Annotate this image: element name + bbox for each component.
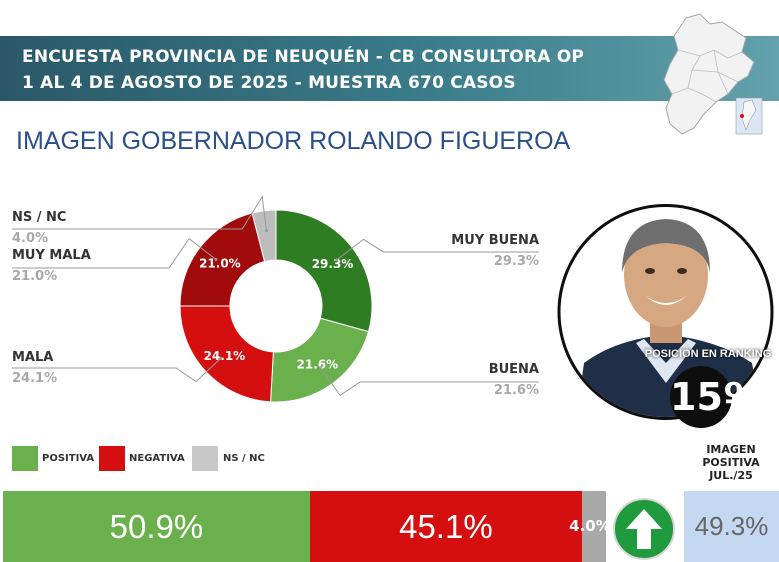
bar-label-negativa: 45.1%: [399, 508, 493, 545]
data-label-muy-buena: 29.3%: [312, 257, 354, 271]
legend-label-ns-nc: NS / NC: [223, 453, 265, 464]
label-ns-nc: NS / NC: [12, 210, 67, 225]
leader-line-mala: [12, 357, 222, 383]
survey-subtitle: 1 AL 4 DE AGOSTO DE 2025 - MUESTRA 670 C…: [22, 73, 516, 93]
bar-positiva: [3, 491, 310, 562]
legend-label-positiva: POSITIVA: [42, 453, 95, 464]
leader-dot: [214, 257, 218, 261]
value-buena: 21.6%: [493, 383, 539, 398]
bar-ns-nc: [581, 491, 606, 562]
label-mala: MALA: [12, 350, 54, 365]
leader-line-buena: [319, 367, 539, 397]
legend-label-negativa: NEGATIVA: [129, 453, 185, 464]
label-buena: BUENA: [488, 362, 539, 377]
leader-dot: [334, 258, 338, 262]
leader-dot: [318, 366, 322, 370]
governor-portrait: [557, 204, 774, 420]
previous-image-value: 49.3%: [694, 511, 769, 541]
value-muy-buena: 29.3%: [493, 254, 539, 269]
leader-dot: [219, 356, 223, 360]
header-banner: [0, 36, 779, 101]
neuquen-map-icon: [663, 13, 763, 135]
ranking-value: 15º: [670, 375, 745, 419]
data-label-muy-mala: 21.0%: [199, 256, 241, 270]
leader-line-muy-buena: [336, 238, 539, 261]
up-arrow-icon: [613, 498, 675, 560]
bar-negativa: [309, 491, 582, 562]
slice-muy-buena: [275, 209, 373, 333]
legend-swatch-ns-nc: [192, 446, 218, 471]
leader-dot: [264, 229, 268, 233]
value-mala: 24.1%: [12, 371, 58, 386]
previous-image-box: [684, 491, 779, 562]
leader-line-muy-mala: [12, 237, 217, 269]
data-label-mala: 24.1%: [204, 349, 246, 363]
survey-title: ENCUESTA PROVINCIA DE NEUQUÉN - CB CONSU…: [22, 47, 585, 67]
slice-ns-nc: [251, 209, 277, 263]
slice-muy-mala: [179, 212, 266, 307]
ranking-badge: [670, 366, 732, 428]
leader-line-ns-nc: [12, 195, 267, 231]
value-ns-nc: 4.0%: [12, 231, 49, 246]
legend-swatch-negativa: [99, 446, 125, 471]
slice-mala: [179, 305, 274, 403]
bar-label-positiva: 50.9%: [109, 508, 204, 545]
label-muy-mala: MUY MALA: [12, 248, 91, 263]
bar-label-ns-nc: 4.0%: [569, 517, 611, 535]
donut-chart: 29.3% 21.6% 24.1% 21.0%: [12, 195, 539, 403]
label-muy-buena: MUY BUENA: [451, 233, 539, 248]
legend-swatch-positiva: [12, 446, 38, 471]
chart-title: IMAGEN GOBERNADOR ROLANDO FIGUEROA: [16, 127, 571, 155]
previous-image-label: IMAGEN POSITIVA JUL./25: [702, 443, 760, 482]
ranking-label: POSICIÓN EN RANKING: [644, 348, 772, 360]
data-label-buena: 21.6%: [297, 358, 339, 372]
value-muy-mala: 21.0%: [12, 269, 58, 284]
